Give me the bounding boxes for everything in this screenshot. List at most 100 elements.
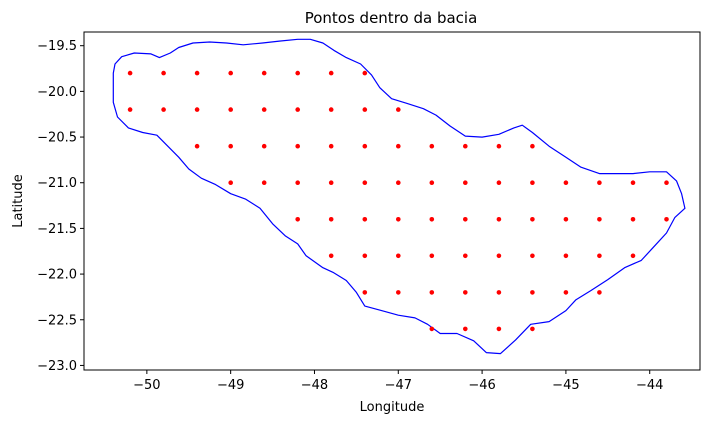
data-point xyxy=(463,326,468,332)
data-point xyxy=(328,70,334,76)
data-point xyxy=(496,143,502,149)
data-point xyxy=(597,217,602,222)
x-axis-label: Longitude xyxy=(360,400,425,415)
data-point xyxy=(664,217,669,222)
data-point xyxy=(429,253,435,259)
data-point xyxy=(429,326,435,332)
x-tick-label: −49 xyxy=(217,378,244,393)
data-point xyxy=(496,326,502,332)
data-point xyxy=(530,217,535,222)
x-tick-label: −50 xyxy=(133,378,160,393)
data-point xyxy=(429,180,435,185)
x-tick-label: −44 xyxy=(636,378,663,393)
data-point xyxy=(530,143,535,149)
data-point xyxy=(194,107,200,112)
y-axis-label: Latitude xyxy=(11,174,26,228)
y-tick-label: −20.0 xyxy=(37,85,77,100)
data-point xyxy=(228,143,233,149)
data-point xyxy=(328,143,334,149)
data-point xyxy=(295,70,301,76)
y-tick-label: −22.5 xyxy=(37,313,77,328)
data-point xyxy=(362,217,368,222)
data-point xyxy=(664,180,669,185)
x-tick-label: −48 xyxy=(301,378,328,393)
data-point xyxy=(530,290,535,295)
data-point xyxy=(463,253,468,259)
y-tick-label: −21.5 xyxy=(37,222,77,237)
data-point xyxy=(597,290,602,295)
plot-area xyxy=(83,31,701,371)
y-axis: −19.5 −20.0 −20.5 −21.0 −21.5 −22.0 −22.5 −23.0 xyxy=(37,39,84,374)
data-point xyxy=(127,107,133,112)
x-tick-label: −45 xyxy=(552,378,579,393)
data-point xyxy=(161,107,166,112)
data-point xyxy=(228,70,233,76)
data-point xyxy=(630,253,636,259)
data-point xyxy=(362,143,368,149)
data-point xyxy=(328,253,334,259)
data-point xyxy=(396,107,401,112)
x-tick-label: −46 xyxy=(468,378,495,393)
data-point xyxy=(563,180,569,185)
plot-frame xyxy=(83,31,701,371)
y-tick-label: −20.5 xyxy=(37,131,77,146)
data-point xyxy=(630,180,636,185)
data-point xyxy=(429,217,435,222)
data-point xyxy=(295,143,301,149)
data-point xyxy=(530,253,535,259)
data-point xyxy=(496,180,502,185)
data-point xyxy=(295,217,301,222)
data-point xyxy=(463,217,468,222)
y-tick-label: −22.0 xyxy=(37,268,77,283)
data-point xyxy=(563,253,569,259)
data-point xyxy=(228,180,233,185)
data-point xyxy=(429,290,435,295)
data-point xyxy=(194,143,200,149)
y-tick-label: −23.0 xyxy=(37,359,77,374)
data-point xyxy=(597,180,602,185)
data-point xyxy=(261,143,267,149)
basin-boundary xyxy=(112,38,686,355)
data-point xyxy=(463,290,468,295)
data-point xyxy=(530,180,535,185)
data-point xyxy=(362,107,368,112)
data-point xyxy=(463,180,468,185)
data-point xyxy=(396,290,401,295)
data-point xyxy=(530,326,535,332)
data-point xyxy=(194,70,200,76)
data-point xyxy=(496,253,502,259)
data-point xyxy=(328,180,334,185)
data-point xyxy=(261,107,267,112)
data-point xyxy=(396,253,401,259)
data-point xyxy=(563,290,569,295)
y-tick-label: −21.0 xyxy=(37,176,77,191)
data-point xyxy=(429,143,435,149)
y-tick-label: −19.5 xyxy=(37,39,77,54)
data-point xyxy=(261,180,267,185)
data-point xyxy=(496,217,502,222)
x-axis: −50 −49 −48 −47 −46 −45 −44 xyxy=(133,370,663,393)
data-point xyxy=(295,107,301,112)
data-point xyxy=(328,217,334,222)
x-tick-label: −47 xyxy=(385,378,412,393)
points-layer xyxy=(127,70,669,332)
data-point xyxy=(597,253,602,259)
data-point xyxy=(396,143,401,149)
data-point xyxy=(396,180,401,185)
data-point xyxy=(362,290,368,295)
data-point xyxy=(295,180,301,185)
data-point xyxy=(362,253,368,259)
data-point xyxy=(496,290,502,295)
data-point xyxy=(630,217,636,222)
data-point xyxy=(463,143,468,149)
data-point xyxy=(127,70,133,76)
chart-title: Pontos dentro da bacia xyxy=(305,9,478,27)
data-point xyxy=(261,70,267,76)
data-point xyxy=(362,180,368,185)
data-point xyxy=(328,107,334,112)
data-point xyxy=(362,70,368,76)
data-point xyxy=(161,70,166,76)
data-point xyxy=(228,107,233,112)
data-point xyxy=(396,217,401,222)
